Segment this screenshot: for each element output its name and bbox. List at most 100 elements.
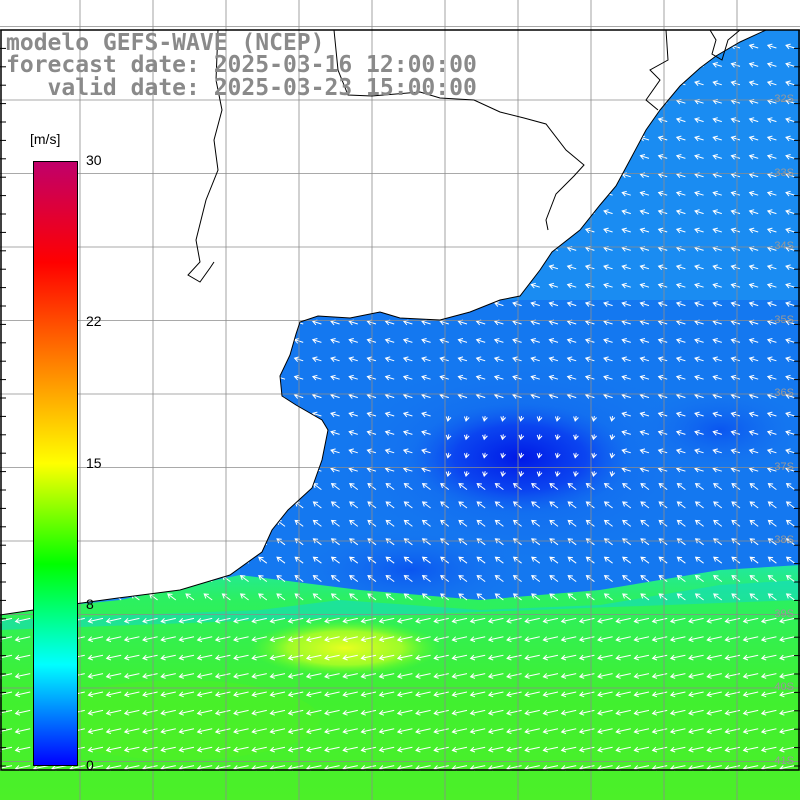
wind-arrow [202, 393, 213, 399]
wind-arrow [657, 43, 668, 50]
wind-arrow [669, 728, 686, 735]
wind-arrow [129, 135, 140, 142]
wind-arrow [251, 673, 267, 679]
wind-arrow [275, 430, 286, 436]
wind-arrow [258, 575, 268, 582]
wind-arrow [731, 575, 741, 582]
wind-arrow [439, 356, 449, 363]
wind-arrow [451, 746, 468, 753]
wind-arrow [93, 448, 104, 455]
wind-arrow [584, 264, 595, 271]
wind-arrow [694, 501, 704, 509]
wind-arrow [657, 117, 668, 123]
wind-arrow [615, 617, 631, 624]
wind-arrow [493, 356, 504, 363]
wind-arrow [129, 117, 140, 123]
wind-arrow [603, 575, 613, 582]
wind-arrow [639, 80, 650, 87]
wind-arrow [384, 301, 395, 307]
wind-arrow [105, 654, 122, 661]
wind-arrow [185, 538, 195, 546]
wind-arrow [396, 746, 413, 753]
wind-arrow [312, 575, 322, 582]
wind-arrow [20, 282, 31, 289]
wind-arrow [202, 282, 213, 289]
wind-arrow [748, 430, 759, 436]
wind-arrow [530, 62, 540, 68]
wind-arrow [185, 483, 195, 490]
wind-arrow [622, 501, 632, 509]
wind-arrow [549, 593, 559, 601]
wind-arrow [615, 673, 631, 679]
wind-arrow [748, 80, 759, 87]
wind-arrow [251, 636, 267, 643]
wind-arrow [493, 282, 504, 289]
wind-arrow [360, 728, 377, 735]
wind-arrow [482, 434, 488, 441]
wind-arrow [694, 43, 704, 50]
wind-arrow [712, 356, 722, 363]
wind-arrow [694, 593, 704, 601]
wind-arrow [597, 746, 613, 753]
latitude-label: 32S [774, 93, 794, 105]
wind-arrow [93, 117, 104, 123]
wind-arrow [457, 301, 468, 307]
wind-arrow [531, 593, 541, 601]
wind-arrow [658, 483, 668, 490]
wind-arrow [694, 80, 704, 87]
wind-arrow [348, 43, 358, 50]
wind-arrow [597, 636, 613, 643]
wind-arrow [640, 519, 650, 527]
wind-arrow [706, 691, 722, 698]
wind-arrow [142, 728, 158, 735]
wind-arrow [748, 301, 759, 307]
wind-arrow [421, 301, 431, 307]
wind-arrow [657, 411, 668, 418]
wind-arrow [766, 282, 777, 289]
wind-arrow [257, 209, 267, 215]
wind-arrow [603, 356, 613, 363]
wind-arrow [730, 338, 741, 344]
wind-arrow [348, 356, 358, 363]
wind-arrow [730, 117, 741, 123]
wind-arrow [494, 538, 504, 546]
wind-arrow [548, 62, 559, 68]
wind-arrow [548, 264, 559, 271]
wind-arrow [111, 227, 122, 234]
wind-arrow [731, 593, 741, 601]
wind-arrow [463, 452, 470, 459]
wind-arrow [621, 117, 631, 123]
wind-arrow [20, 374, 31, 381]
wind-arrow [233, 654, 249, 661]
wind-arrow [178, 709, 195, 716]
wind-arrow [93, 411, 104, 418]
wind-arrow [487, 691, 504, 698]
wind-arrow [87, 673, 104, 679]
wind-arrow [421, 483, 431, 490]
wind-arrow [130, 538, 140, 546]
wind-arrow [385, 483, 395, 490]
wind-arrow [560, 728, 577, 735]
wind-arrow [275, 466, 286, 473]
wind-arrow [457, 282, 468, 289]
wind-arrow [554, 434, 561, 441]
wind-arrow [730, 135, 741, 142]
wind-arrow [184, 135, 195, 142]
wind-arrow [554, 415, 561, 422]
wind-arrow [651, 636, 668, 643]
wind-arrow [421, 519, 431, 527]
wind-arrow [166, 301, 176, 307]
wind-arrow [214, 673, 231, 679]
wind-arrow [566, 356, 577, 363]
wind-arrow [324, 691, 340, 698]
wind-arrow [445, 434, 452, 441]
wind-arrow [724, 636, 741, 643]
wind-arrow [785, 264, 795, 271]
wind-arrow [421, 374, 431, 381]
wind-arrow [567, 593, 577, 601]
wind-arrow [584, 374, 595, 381]
wind-arrow [87, 728, 104, 735]
wind-arrow [742, 654, 759, 661]
wind-arrow [657, 264, 668, 271]
wind-arrow [421, 356, 431, 363]
